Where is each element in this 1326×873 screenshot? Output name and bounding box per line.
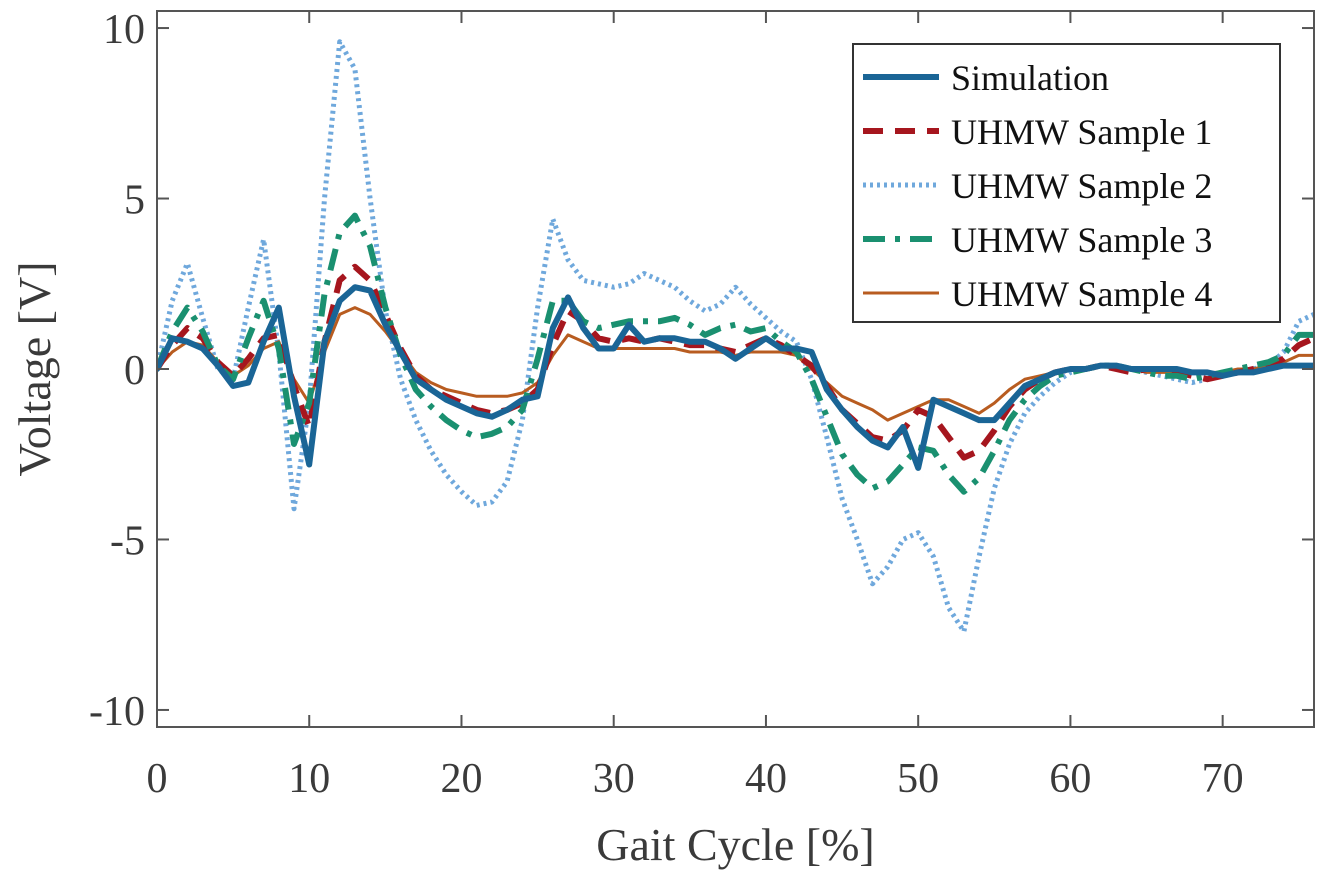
series-line-uhmw-sample-2	[157, 39, 1314, 634]
axis-ticks: 0 10 20 30 40 50 60 70 -10 -5 0 5 10	[89, 7, 1314, 802]
series-line-simulation	[157, 284, 1314, 471]
y-tick-label: 5	[124, 178, 145, 224]
legend-label: UHMW Sample 4	[951, 274, 1212, 314]
y-tick-label: -10	[89, 689, 145, 735]
y-axis-title: Voltage [V]	[9, 261, 60, 476]
legend-box	[852, 43, 1281, 323]
x-tick-label: 10	[288, 756, 330, 802]
y-tick-label: -5	[110, 518, 145, 564]
legend-label: UHMW Sample 3	[951, 220, 1212, 260]
legend-label: UHMW Sample 1	[951, 112, 1212, 152]
y-tick-label: 0	[124, 348, 145, 394]
x-tick-label: 60	[1049, 756, 1091, 802]
series-layer	[157, 39, 1314, 634]
x-axis-title: Gait Cycle [%]	[596, 819, 874, 870]
series-line-uhmw-sample-1	[157, 263, 1314, 461]
x-tick-label: 70	[1202, 756, 1244, 802]
y-tick-label: 10	[103, 7, 145, 53]
x-tick-label: 40	[745, 756, 787, 802]
legend-label: Simulation	[951, 58, 1109, 98]
x-tick-label: 0	[147, 756, 168, 802]
x-tick-label: 50	[897, 756, 939, 802]
x-tick-label: 30	[593, 756, 635, 802]
x-tick-label: 20	[440, 756, 482, 802]
legend-label: UHMW Sample 2	[951, 166, 1212, 206]
legend: Simulation UHMW Sample 1 UHMW Sample 2 UHMW…	[852, 43, 1281, 323]
